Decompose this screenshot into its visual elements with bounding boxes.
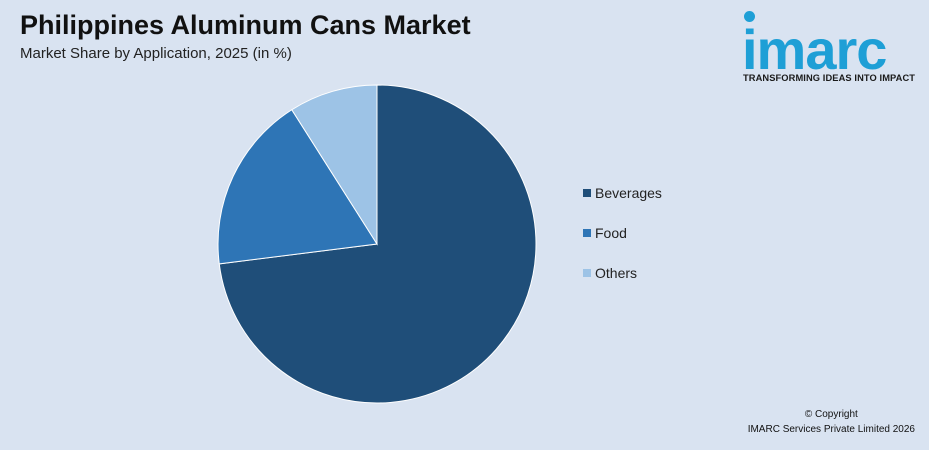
legend-item-others: Others (583, 264, 662, 282)
legend-label-beverages: Beverages (595, 185, 662, 201)
legend-label-food: Food (595, 225, 627, 241)
copyright-company: IMARC Services Private Limited 2026 (747, 424, 915, 435)
pie-slice-others (291, 84, 378, 246)
copyright-line: © Copyright (804, 409, 858, 420)
legend-swatch-others (583, 269, 591, 277)
imarc-logo: imarc TRANSFORMING IDEAS INTO IMPACT (742, 6, 920, 86)
legend-swatch-beverages (583, 189, 591, 197)
copyright-notice: © Copyright IMARC Services Private Limit… (748, 407, 915, 437)
legend-item-food: Food (583, 224, 662, 242)
legend-item-beverages: Beverages (583, 184, 662, 202)
logo-tagline: TRANSFORMING IDEAS INTO IMPACT (743, 73, 916, 83)
chart-subtitle: Market Share by Application, 2025 (in %) (20, 45, 292, 62)
logo-wordmark: imarc (742, 18, 887, 81)
pie-slice-beverages (218, 84, 537, 404)
chart-title: Philippines Aluminum Cans Market (20, 10, 471, 40)
legend-swatch-food (583, 229, 591, 237)
logo-dot-icon (744, 11, 755, 22)
legend-label-others: Others (595, 265, 638, 281)
pie-slice-food (217, 109, 378, 265)
chart-legend: Beverages Food Others (583, 184, 662, 304)
